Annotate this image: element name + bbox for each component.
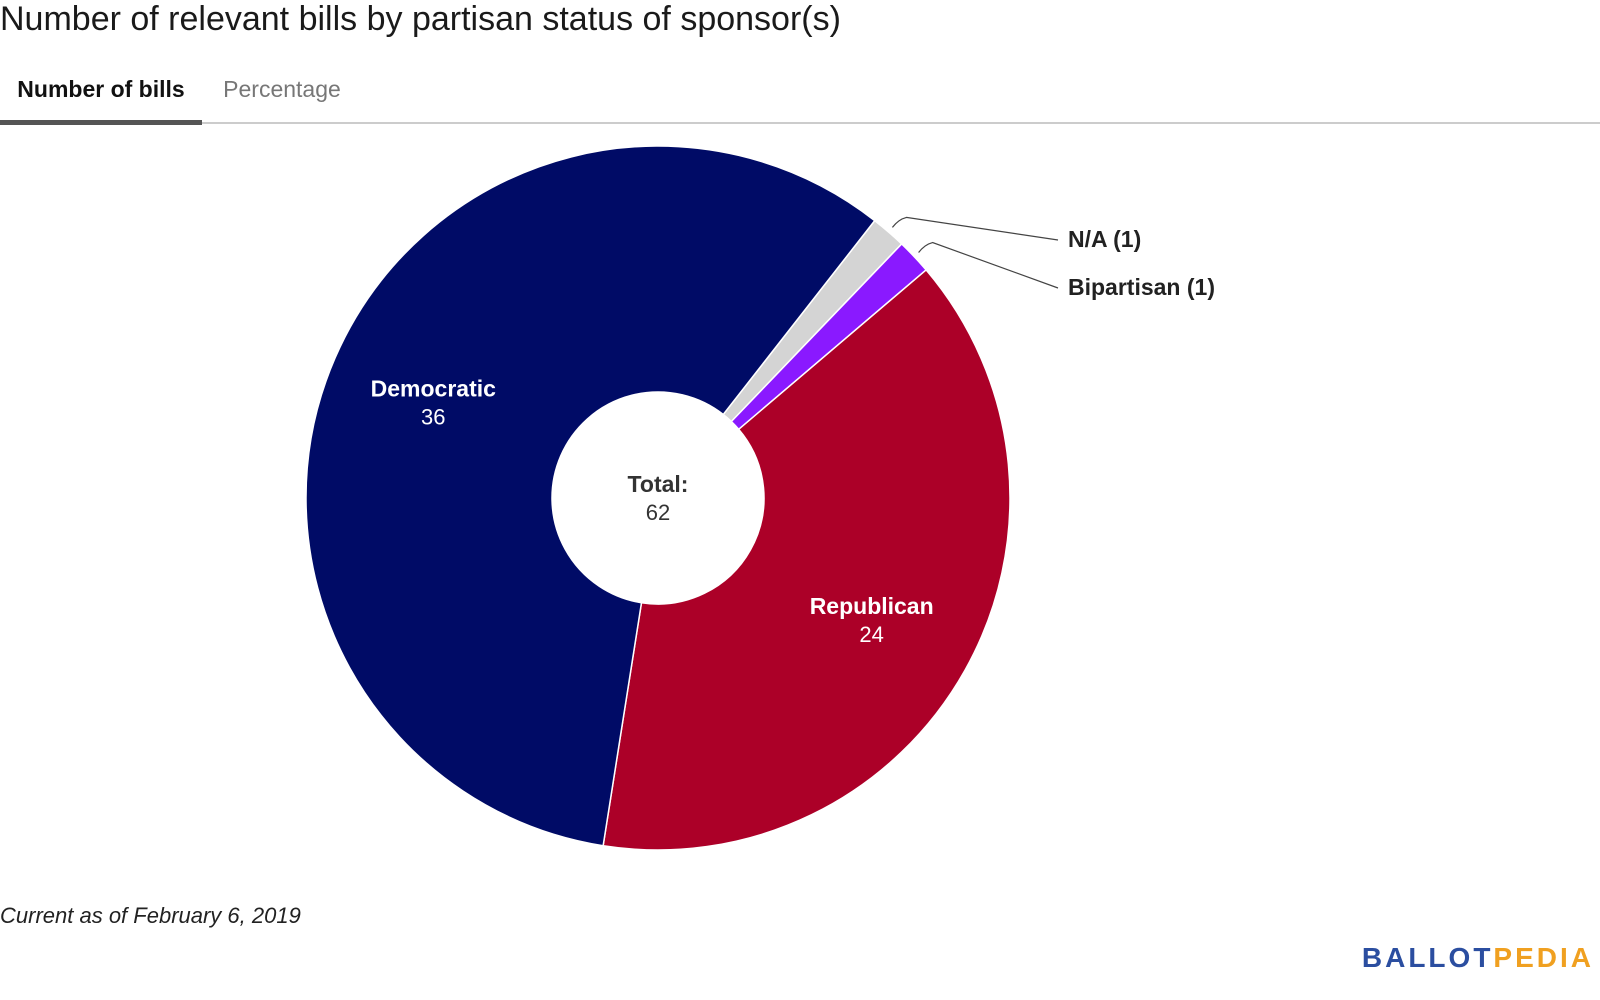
leader-line-bipartisan [918, 241, 1059, 289]
slice-label-democratic: Democratic [371, 375, 496, 401]
leader-line-n-a [891, 216, 1059, 241]
slice-democratic[interactable] [305, 145, 876, 847]
center-total-label: Total: [628, 471, 689, 497]
slice-republican[interactable] [602, 268, 1011, 851]
tab-percentage[interactable]: Percentage [223, 76, 341, 102]
center-total-value: 62 [646, 500, 670, 525]
ballotpedia-logo[interactable]: BALLOTPEDIA [1362, 942, 1594, 974]
logo-part-ballot: BALLOT [1361, 942, 1494, 973]
slice-value-democratic: 36 [421, 404, 445, 429]
footnote: Current as of February 6, 2019 [0, 903, 301, 928]
chart-title: Number of relevant bills by partisan sta… [0, 0, 841, 38]
logo-part-pedia: PEDIA [1493, 942, 1594, 973]
slice-value-republican: 24 [859, 622, 883, 647]
slice-label-republican: Republican [810, 593, 934, 619]
tab-number-of-bills[interactable]: Number of bills [0, 74, 202, 125]
tab-bar: Number of bills Percentage [0, 62, 1600, 125]
slice-label-bipartisan: Bipartisan (1) [1068, 274, 1215, 300]
slice-label-n-a: N/A (1) [1068, 226, 1141, 252]
